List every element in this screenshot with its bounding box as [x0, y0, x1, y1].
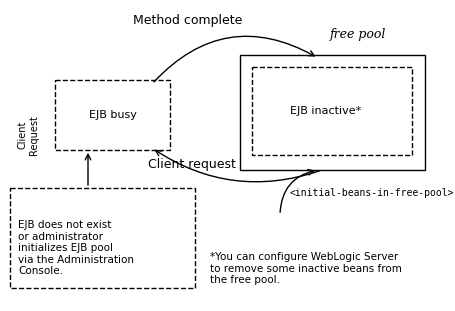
Text: Method complete: Method complete — [133, 14, 242, 27]
Text: Client
Request: Client Request — [17, 115, 39, 155]
Text: EJB busy: EJB busy — [89, 110, 136, 120]
Bar — [10, 188, 195, 288]
Text: *You can configure WebLogic Server
to remove some inactive beans from
the free p: *You can configure WebLogic Server to re… — [210, 252, 401, 285]
Text: EJB inactive*: EJB inactive* — [290, 106, 361, 116]
Text: free pool: free pool — [329, 28, 385, 41]
Text: EJB does not exist
or administrator
initializes EJB pool
via the Administration
: EJB does not exist or administrator init… — [18, 220, 134, 276]
Text: <initial-beans-in-free-pool>: <initial-beans-in-free-pool> — [289, 188, 454, 198]
Bar — [252, 67, 411, 155]
Text: Client request: Client request — [148, 158, 235, 171]
Bar — [55, 80, 170, 150]
Bar — [239, 55, 424, 170]
